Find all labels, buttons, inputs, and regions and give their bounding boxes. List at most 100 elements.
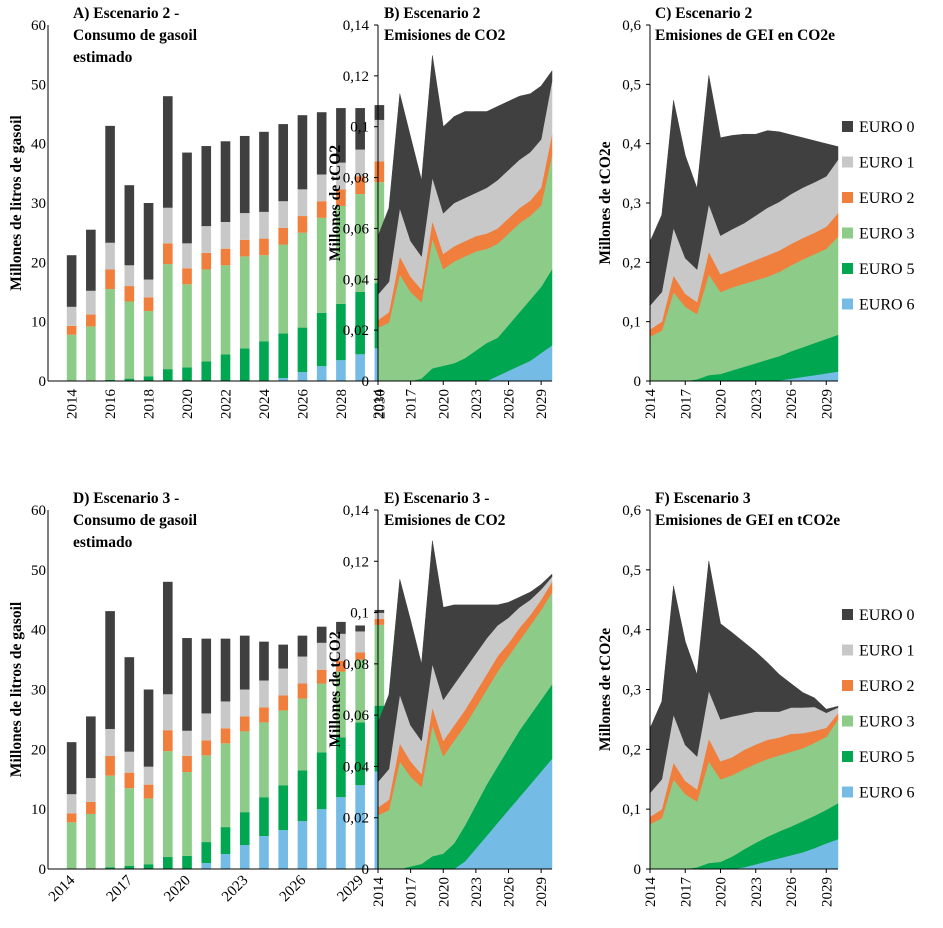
- bar-segment: [336, 621, 346, 634]
- chart-title: Consumo de gasoil: [73, 512, 198, 529]
- bar-segment: [105, 867, 115, 869]
- bar-segment: [220, 141, 231, 222]
- x-tick-label: 2026: [502, 389, 518, 420]
- bar-segment: [201, 755, 212, 843]
- bar-segment: [105, 755, 115, 776]
- y-axis-label: Millones de litros de gasoil: [8, 601, 25, 777]
- bar-segment: [316, 112, 327, 175]
- bar-segment: [355, 722, 365, 786]
- bar-segment: [374, 609, 385, 613]
- legend-label: EURO 1: [859, 155, 915, 172]
- x-tick-label: 2022: [219, 389, 235, 419]
- bar-segment: [355, 625, 365, 632]
- bar-segment: [374, 618, 385, 625]
- bar-segment: [162, 96, 173, 208]
- bar-segment: [143, 203, 154, 280]
- bar-segment: [316, 201, 327, 218]
- bar-segment: [182, 152, 192, 244]
- bar-segment: [105, 269, 115, 290]
- bar-segment: [182, 243, 192, 269]
- y-tick-label: 40: [31, 137, 46, 153]
- y-tick-label: 0,08: [343, 171, 369, 187]
- y-tick-label: 40: [31, 623, 46, 639]
- chart-title: estimado: [73, 49, 133, 66]
- y-tick-label: 0,1: [622, 802, 641, 818]
- y-tick-label: 0,2: [622, 742, 641, 758]
- chart-title: Emisiones de CO2: [384, 512, 506, 529]
- x-tick-label: 2026: [784, 389, 800, 420]
- y-tick-label: 30: [31, 196, 46, 212]
- bar-segment: [201, 146, 212, 227]
- x-tick-label: 2023: [219, 873, 252, 906]
- bar-segment: [278, 644, 289, 669]
- x-tick-label: 2023: [469, 389, 485, 419]
- y-tick-label: 10: [31, 802, 46, 818]
- bar-segment: [124, 185, 135, 266]
- y-tick-label: 0,1: [350, 120, 369, 136]
- panel-c: C) Escenario 2 Emisiones de GEI en CO2e Mi…: [597, 5, 839, 420]
- bar-segment: [143, 798, 154, 865]
- x-tick-label: 2016: [103, 389, 119, 420]
- bar-segment: [143, 279, 154, 298]
- bar-segment: [336, 189, 346, 206]
- bar-segment: [201, 638, 212, 714]
- y-tick-label: 50: [31, 563, 46, 579]
- area-series: [649, 560, 839, 794]
- bar-segment: [239, 716, 250, 732]
- bar-segment: [278, 830, 289, 869]
- bar-segment: [86, 290, 96, 315]
- bar-segment: [86, 229, 96, 291]
- bar-segment: [220, 743, 231, 828]
- legend-swatch: [842, 227, 853, 239]
- x-tick-label: 2030: [372, 389, 388, 419]
- x-tick-label: 2014: [643, 389, 659, 420]
- bar-segment: [278, 333, 289, 379]
- bar-segment: [124, 286, 135, 302]
- area-series: [649, 75, 839, 307]
- y-tick-label: 0,4: [622, 137, 641, 153]
- chart-title: Emisiones de GEI en CO2e: [655, 27, 835, 44]
- legend-label: EURO 5: [859, 749, 915, 766]
- bar-segment: [355, 108, 365, 150]
- bar-segment: [220, 638, 231, 702]
- bar-segment: [220, 854, 231, 869]
- bar-segment: [259, 641, 269, 681]
- bar-segment: [182, 367, 192, 381]
- y-tick-label: 0,3: [622, 196, 641, 212]
- chart-title: A) Escenario 2 -: [73, 5, 179, 22]
- bar-segment: [201, 713, 212, 741]
- y-tick-label: 10: [31, 315, 46, 331]
- bar-segment: [220, 354, 231, 381]
- bar-segment: [182, 638, 192, 731]
- bar-segment: [297, 189, 308, 217]
- bar-segment: [297, 635, 308, 657]
- legend-swatch: [842, 192, 853, 203]
- bar-segment: [297, 698, 308, 771]
- bar-segment: [124, 772, 135, 789]
- bar-segment: [220, 728, 231, 744]
- bar-segment: [124, 265, 135, 287]
- bar-segment: [374, 105, 385, 120]
- bar-segment: [201, 863, 212, 869]
- bar-segment: [182, 772, 192, 856]
- bar-segment: [336, 671, 346, 738]
- y-tick-label: 0,02: [343, 811, 369, 827]
- bar-segment: [336, 797, 346, 869]
- x-tick-label: 2029: [819, 877, 835, 907]
- bar-segment: [297, 683, 308, 699]
- bar-segment: [239, 135, 250, 214]
- bar-segment: [297, 656, 308, 684]
- y-tick-label: 60: [31, 18, 46, 34]
- legend-swatch: [842, 121, 853, 132]
- y-tick-label: 20: [31, 742, 46, 758]
- y-tick-label: 0: [634, 862, 642, 878]
- x-tick-label: 2026: [784, 877, 800, 908]
- chart-title: Emisiones de GEI en tCO2e: [655, 512, 840, 529]
- x-tick-label: 2023: [749, 877, 765, 907]
- x-tick-label: 2024: [257, 389, 273, 420]
- x-tick-label: 2014: [643, 877, 659, 908]
- bar-segment: [336, 205, 346, 304]
- legend-swatch: [842, 298, 853, 310]
- bar-segment: [162, 207, 173, 244]
- bar-segment: [162, 581, 173, 695]
